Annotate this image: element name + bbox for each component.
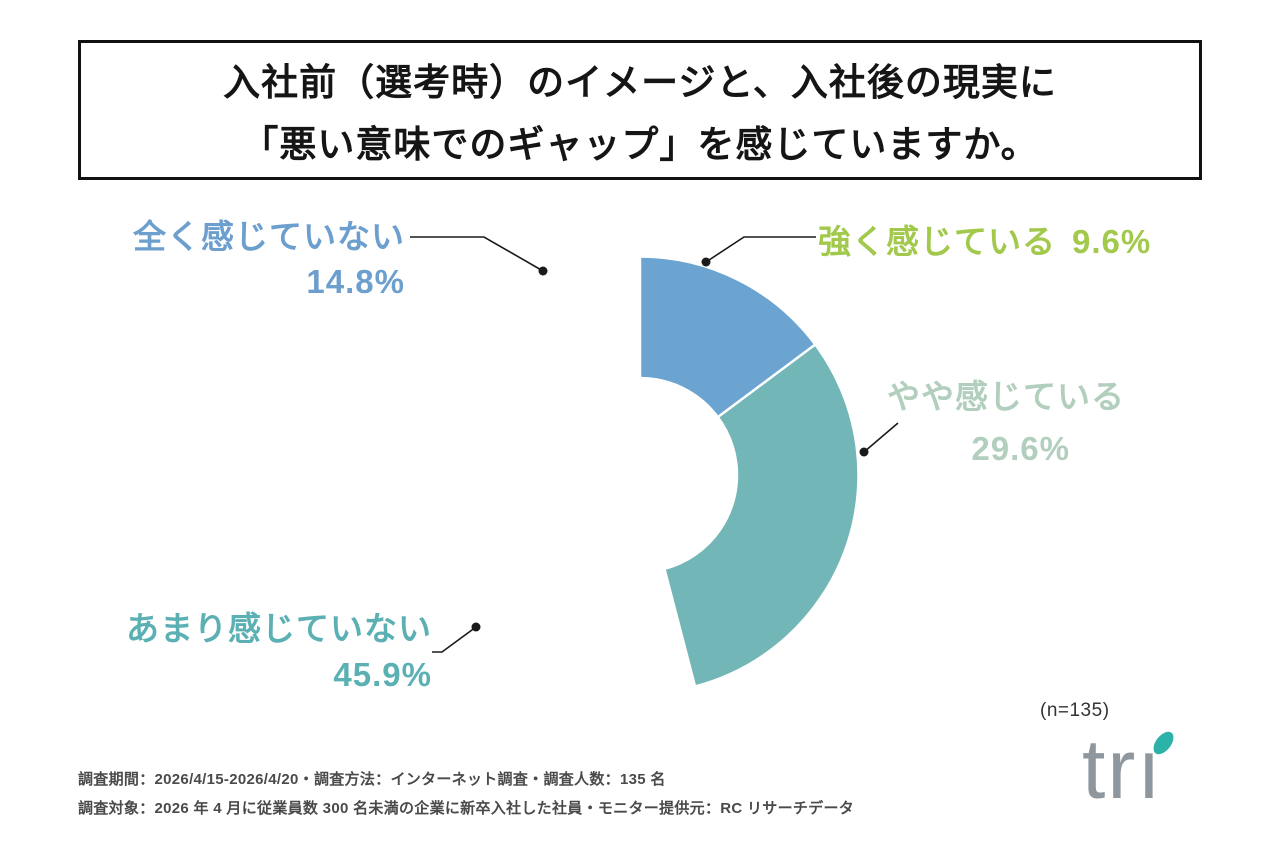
label-some-pct: 29.6% <box>971 430 1070 467</box>
label-some: やや感じている 29.6% <box>887 371 1125 475</box>
logo-text: trı <box>1082 722 1163 816</box>
pie-slice-4 <box>638 255 817 419</box>
label-none-pct: 14.8% <box>306 263 405 300</box>
label-strong: 強く感じている 9.6% <box>818 219 1151 264</box>
brand-logo: trı <box>1082 722 1212 817</box>
label-some-text: やや感じている <box>887 378 1125 415</box>
label-none-text: 全く感じていない <box>133 218 405 255</box>
survey-note-line2: 調査対象：2026 年 4 月に従業員数 300 名未満の企業に新卒入社した社員… <box>78 800 855 817</box>
page-title-line1: 入社前（選考時）のイメージと、入社後の現実に <box>223 62 1057 103</box>
label-none: 全く感じていない 14.8% <box>133 214 405 304</box>
donut-slices <box>638 255 860 688</box>
survey-note-line1: 調査期間：2026/4/15-2026/4/20・調査方法：インターネット調査・… <box>78 771 666 788</box>
label-strong-text: 強く感じている <box>818 223 1056 260</box>
sample-size: (n=135) <box>1040 700 1110 721</box>
label-notmuch-pct: 45.9% <box>333 656 432 693</box>
label-notmuch-text: あまり感じていない <box>126 610 432 647</box>
label-strong-pct: 9.6% <box>1072 223 1152 260</box>
label-notmuch: あまり感じていない 45.9% <box>126 606 432 698</box>
donut-chart <box>638 255 860 688</box>
page-title-line2: 「悪い意味でのギャップ」を感じていますか。 <box>241 124 1039 165</box>
title-box: 入社前（選考時）のイメージと、入社後の現実に 「悪い意味でのギャップ」を感じてい… <box>78 40 1202 180</box>
callout-dot-some <box>859 447 869 457</box>
